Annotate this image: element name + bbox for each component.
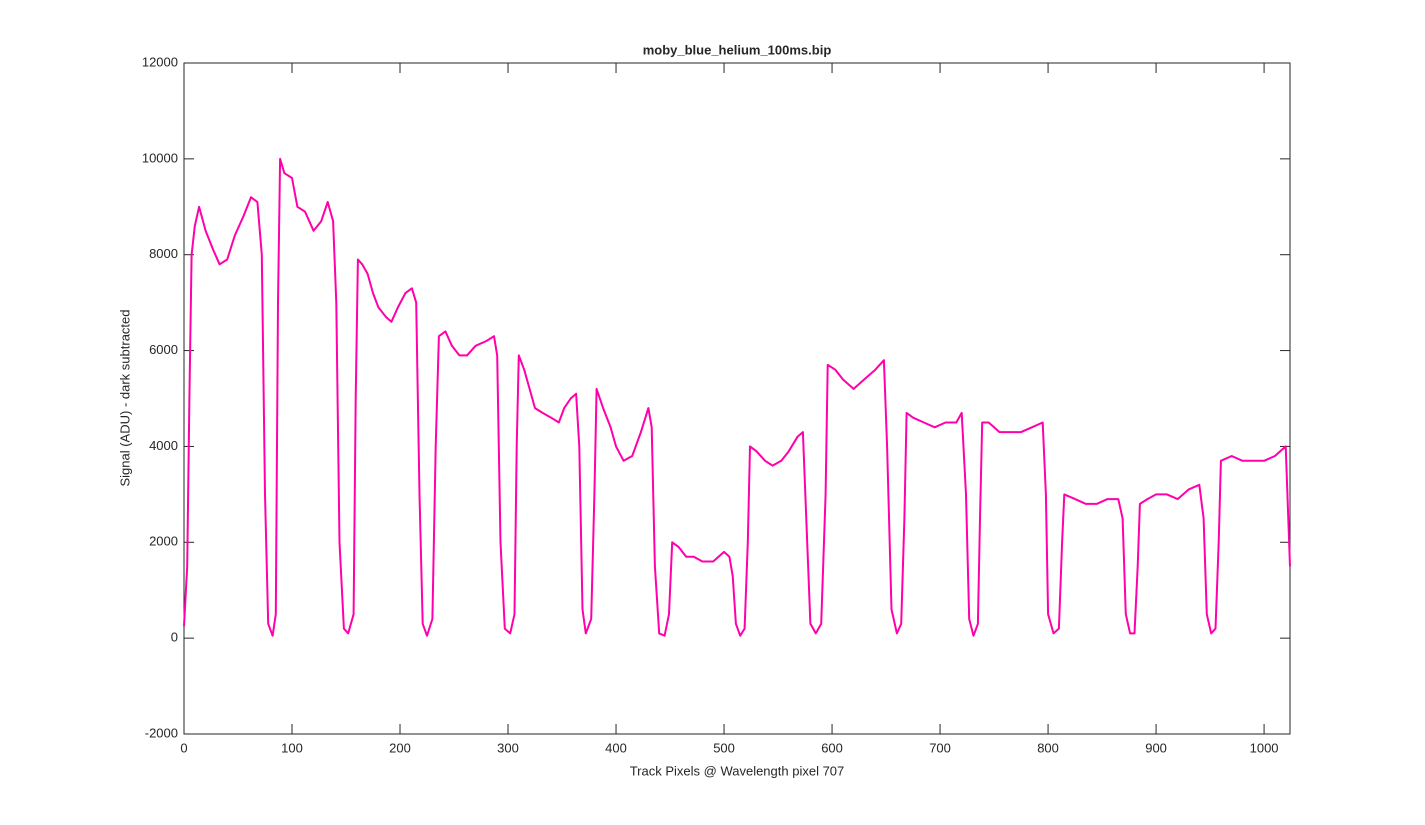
x-axis-label: Track Pixels @ Wavelength pixel 707 bbox=[630, 763, 845, 778]
x-tick-label: 500 bbox=[713, 740, 735, 755]
x-tick-label: 1000 bbox=[1250, 740, 1279, 755]
x-tick-label: 100 bbox=[281, 740, 303, 755]
y-tick-label: 0 bbox=[171, 630, 178, 645]
plot-frame bbox=[183, 62, 1291, 735]
y-tick-label: 10000 bbox=[142, 150, 178, 165]
x-tick-label: 900 bbox=[1145, 740, 1167, 755]
y-tick-label: 6000 bbox=[149, 342, 178, 357]
x-tick-label: 200 bbox=[389, 740, 411, 755]
y-tick-label: 2000 bbox=[149, 534, 178, 549]
y-tick-label: -2000 bbox=[145, 725, 178, 740]
y-axis-label: Signal (ADU) - dark subtracted bbox=[117, 309, 132, 486]
y-tick-label: 8000 bbox=[149, 246, 178, 261]
x-tick-label: 0 bbox=[180, 740, 187, 755]
data-line bbox=[183, 157, 1291, 637]
x-tick-label: 400 bbox=[605, 740, 627, 755]
x-tick-label: 300 bbox=[497, 740, 519, 755]
x-tick-label: 800 bbox=[1037, 740, 1059, 755]
x-tick-label: 700 bbox=[929, 740, 951, 755]
y-tick-label: 12000 bbox=[142, 54, 178, 69]
chart-title: moby_blue_helium_100ms.bip bbox=[643, 42, 832, 57]
x-tick-label: 600 bbox=[821, 740, 843, 755]
y-tick-label: 4000 bbox=[149, 438, 178, 453]
